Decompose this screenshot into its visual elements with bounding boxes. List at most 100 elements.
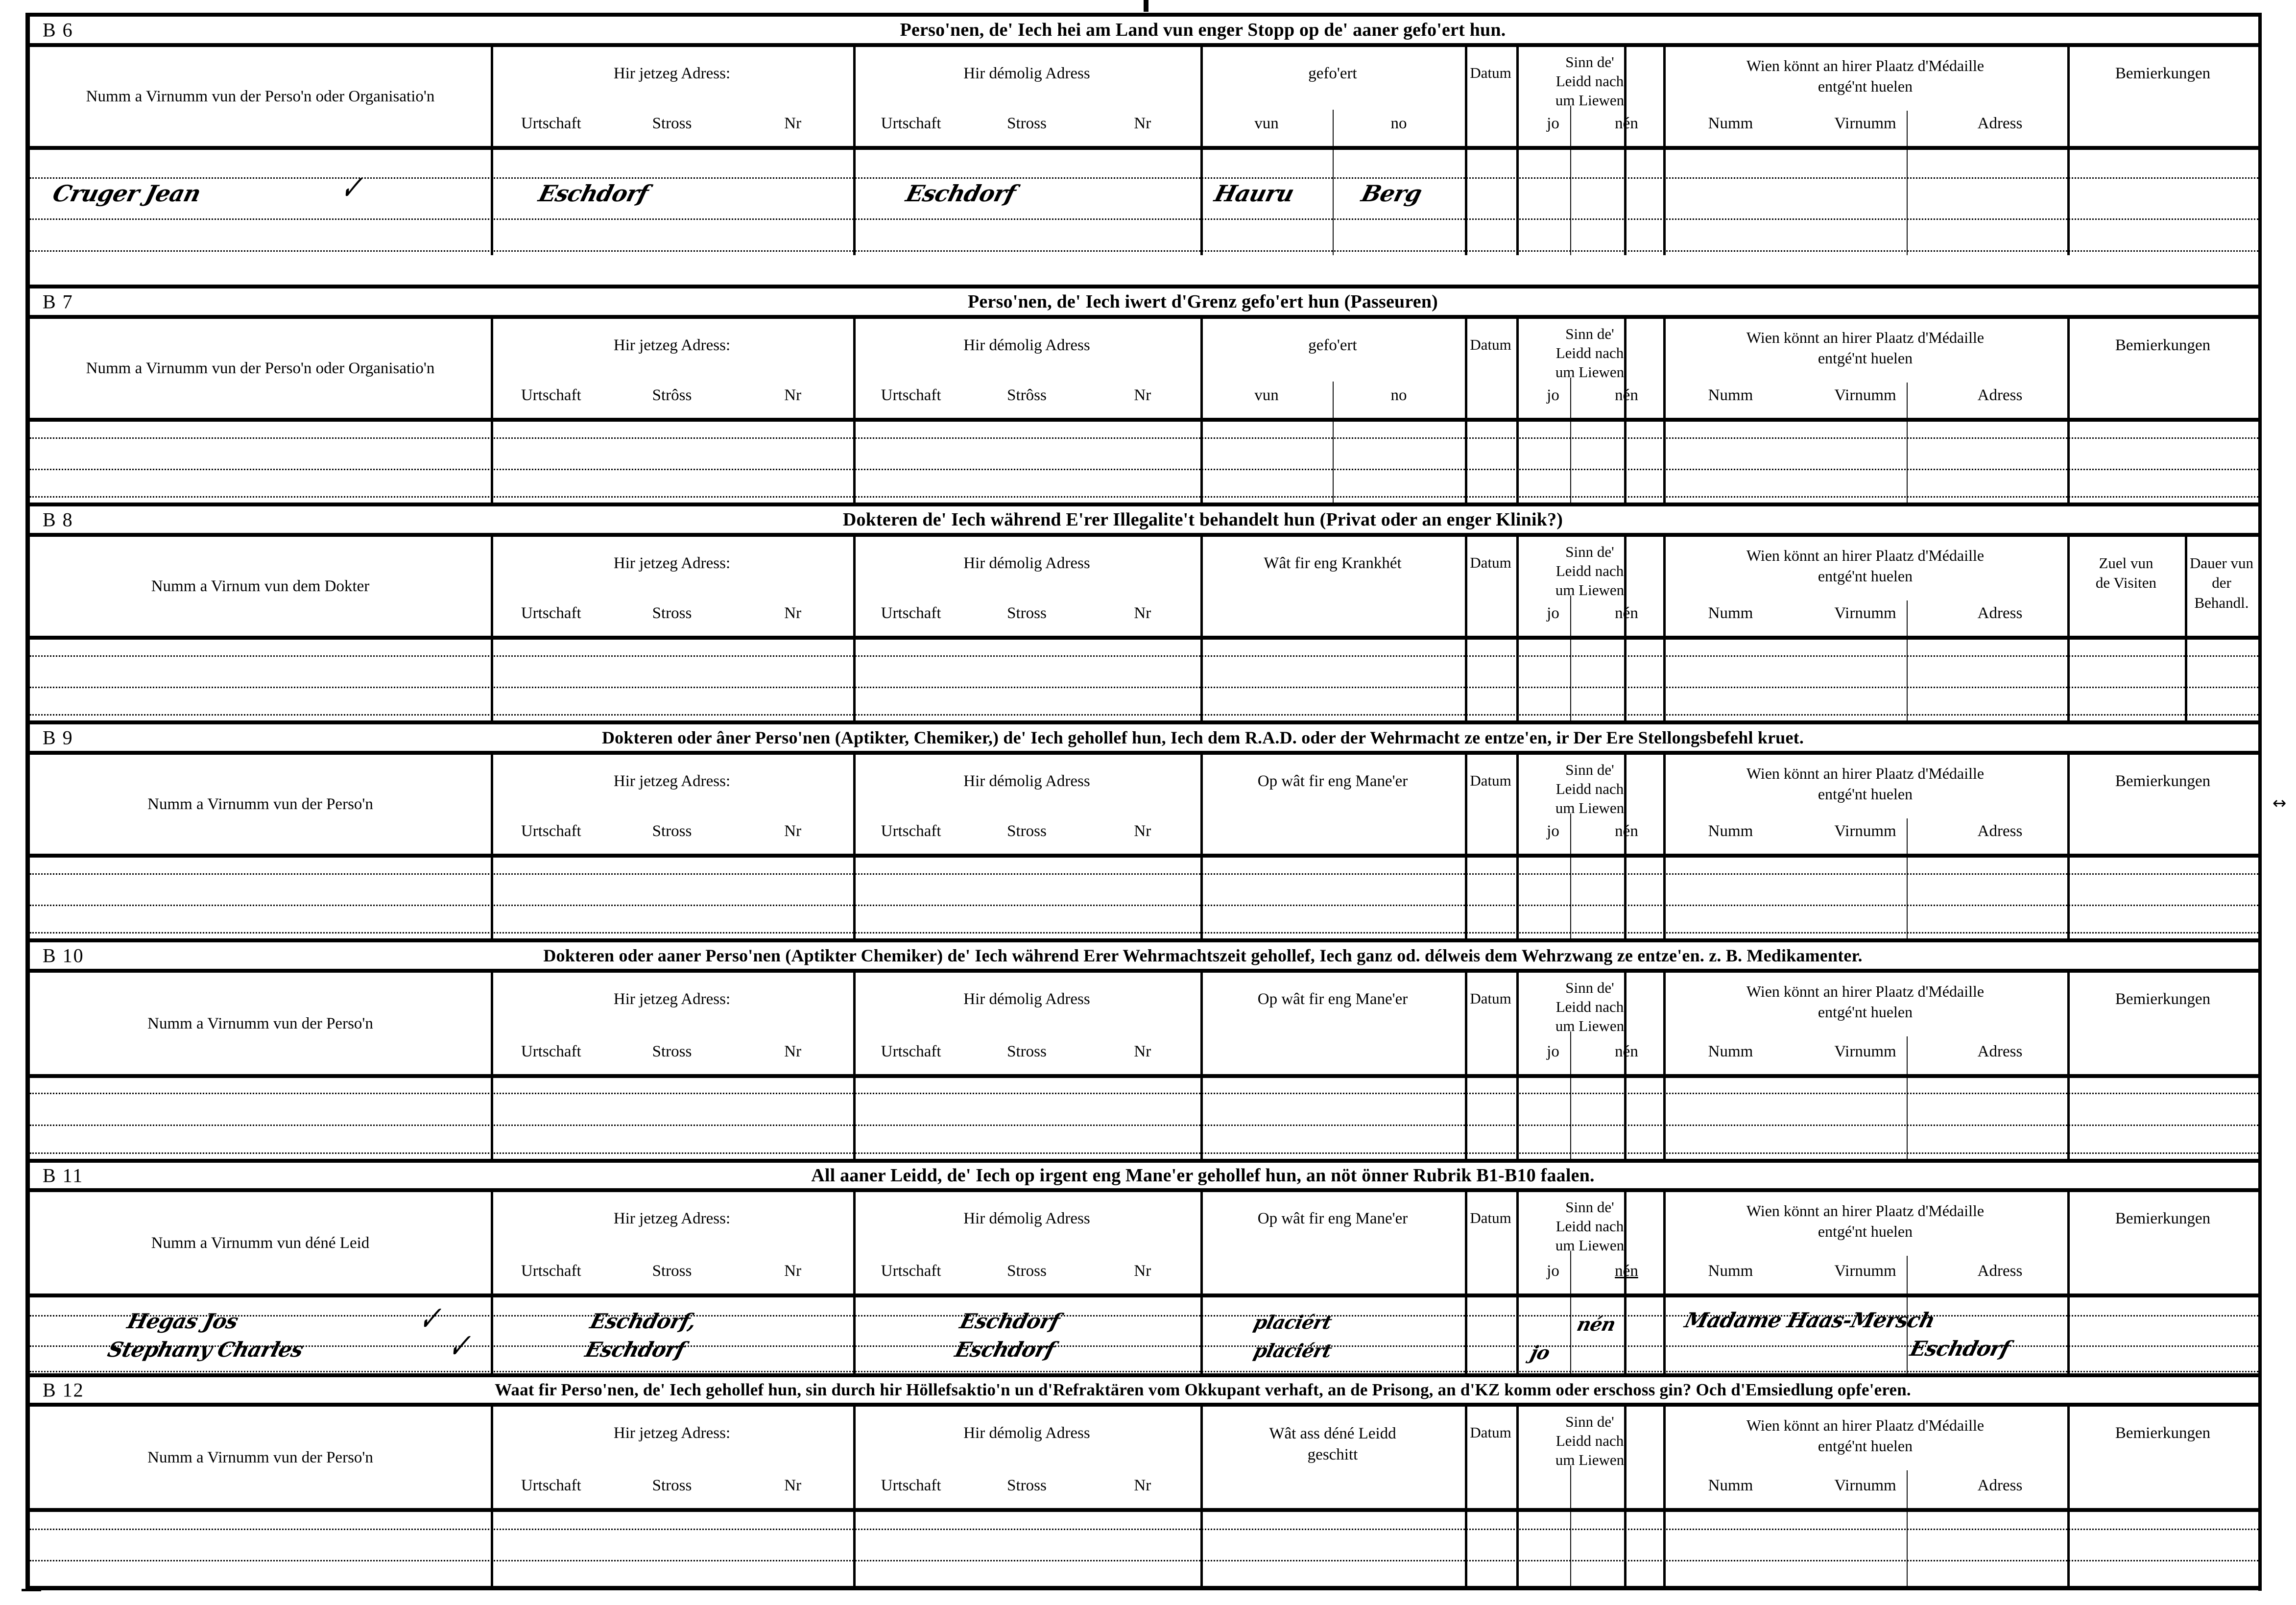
header-medaille-numm-b7: Numm [1708,386,1753,404]
header-medaille-virnumm-b8: Virnumm [1834,604,1896,622]
header-medaille-adress-b7: Adress [1977,386,2023,404]
header-dauer-l2: der Behandl. [2194,574,2249,611]
header-name-label-b10: Numm a Virnumm vun der Perso'n [147,1014,373,1032]
entry-name-b11-0: Hegas Jos [124,1309,240,1333]
header-stross2-b9: Stross [1007,822,1047,840]
header-datum-label: Datum [1470,64,1511,81]
column-header-b11: Numm a Virnumm vun déné Leid Hir jetzeg … [30,1192,2258,1297]
header-urtschaft-b9: Urtschaft [521,822,581,840]
header-urtschaft-b10: Urtschaft [521,1042,581,1060]
header-urtschaft2-b8: Urtschaft [881,604,941,622]
column-header-b6: Numm a Virnumm vun der Perso'n oder Orga… [30,47,2258,150]
header-sinn-l2-b10: Leidd nach [1555,998,1624,1015]
header-nr2-b7: Nr [1134,386,1151,404]
header-medaille-numm-b8: Numm [1708,604,1753,622]
header-nr-b10: Nr [784,1042,802,1060]
header-name-b10: Numm a Virnumm vun der Perso'n [30,973,491,1074]
header-sinn-nen: nén [1615,114,1638,132]
header-sinn-l1-b8: Sinn de' [1565,543,1614,560]
entry-addr-now-b6-0: Eschdorf [536,180,651,207]
entry-addr-now-b11-1: Eschdorf [582,1338,688,1362]
header-zuel-l2: de Visiten [2095,574,2157,592]
header-sinn-l2-b12: Leidd nach [1555,1432,1624,1449]
header-addr-then-label: Hir démolig Adress [963,65,1090,82]
header-nr2: Nr [1134,114,1151,132]
section-band-b10: B 10 Dokteren oder aaner Perso'nen (Apti… [30,938,2258,973]
header-addr-now-label-b8: Hir jetzeg Adress: [613,554,731,572]
header-sinn-l3: um Liewen [1555,91,1625,109]
header-sinn-b8: Sinn de' Leidd nach um Liewen jo nén [1516,537,1663,636]
header-stross-b9: Stross [652,822,692,840]
header-sinn-jo-b7: jo [1547,386,1559,404]
entry-name-b6-0: Cruger Jean [50,180,203,207]
section-band-b6: B 6 Perso'nen, de' Iech hei am Land vun … [30,13,2258,47]
column-header-b7: Numm a Virnumm vun der Perso'n oder Orga… [30,319,2258,422]
section-code-b10: B 10 [43,944,84,967]
header-name-label-b9: Numm a Virnumm vun der Perso'n [147,795,373,813]
header-bemierkungen-label: Bemierkungen [2115,65,2211,82]
header-nr2-b12: Nr [1134,1476,1151,1494]
header-medaille-numm-b9: Numm [1708,822,1753,840]
header-stross2-b8: Stross [1007,604,1047,622]
data-rows-b8 [30,640,2258,720]
entry-name-b11-1: Stephany Charles [105,1338,306,1362]
header-bemierkungen-b10: Bemierkungen [2067,973,2258,1074]
header-datum-b7: Datum [1465,319,1516,418]
header-sinn-l1: Sinn de' [1565,53,1614,71]
header-sinn-nen-b10: nén [1615,1042,1638,1060]
header-addr-now-b6: Hir jetzeg Adress: Urtschaft Stross Nr [491,47,853,146]
header-sinn-l2-b11: Leidd nach [1555,1217,1624,1235]
header-medaille-adress-b10: Adress [1977,1042,2023,1060]
entry-sinn-b11-0: nén [1575,1313,1618,1335]
header-dauer-l1: Dauer vun [2190,554,2253,572]
header-medaille-numm-b11: Numm [1708,1262,1753,1280]
header-urtschaft-b11: Urtschaft [521,1262,581,1280]
header-medaille-adress-b9: Adress [1977,822,2023,840]
header-sinn-l2-b7: Leidd nach [1555,344,1624,361]
data-rows-b12 [30,1512,2258,1590]
header-addr-then-label-b12: Hir démolig Adress [963,1424,1090,1442]
header-addr-now-label-b10: Hir jetzeg Adress: [613,990,731,1008]
section-band-b7: B 7 Perso'nen, de' Iech iwert d'Grenz ge… [30,285,2258,319]
header-sinn-l2: Leidd nach [1555,72,1624,90]
header-stross-b12: Stross [652,1476,692,1494]
form-sheet: B 6 Perso'nen, de' Iech hei am Land vun … [25,13,2262,1591]
header-name-b12: Numm a Virnumm vun der Perso'n [30,1407,491,1508]
header-sinn-b7: Sinn de' Leidd nach um Liewen jo nén [1516,319,1663,418]
section-code-b7: B 7 [43,290,73,313]
header-datum-label-b8: Datum [1470,554,1511,571]
data-rows-b9 [30,858,2258,938]
header-sinn-b6: Sinn de' Leidd nach um Liewen jo nén [1516,47,1663,146]
header-addr-then-b9: Hir démolig Adress Urtschaft Stross Nr [853,755,1200,854]
header-gefoert-label: gefo'ert [1308,65,1357,82]
header-urtschaft2-b9: Urtschaft [881,822,941,840]
column-header-b9: Numm a Virnumm vun der Perso'n Hir jetze… [30,755,2258,858]
header-bemierkungen-label-b7: Bemierkungen [2115,336,2211,354]
header-nr-b12: Nr [784,1476,802,1494]
header-nr-b8: Nr [784,604,802,622]
header-addr-now-b11: Hir jetzeg Adress: Urtschaft Stross Nr [491,1192,853,1294]
section-code-b9: B 9 [43,726,73,749]
header-medaille-b11: Wien könnt an hirer Plaatz d'Médaille en… [1663,1192,2067,1294]
header-stross-b7: Strôss [652,386,692,404]
header-sinn-l1-b11: Sinn de' [1565,1198,1614,1216]
header-sinn-jo-b11: jo [1547,1262,1559,1280]
header-sinn-jo-b9: jo [1547,822,1559,840]
header-nr2-b8: Nr [1134,604,1151,622]
header-medaille-adress-b11: Adress [1977,1262,2023,1280]
header-addr-then-b8: Hir démolig Adress Urtschaft Stross Nr [853,537,1200,636]
section-title-b9: Dokteren oder âner Perso'nen (Aptikter, … [601,728,1804,747]
header-datum-b10: Datum [1465,973,1516,1074]
entry-addr-then-b11-0: Eschdorf [957,1309,1062,1333]
header-sinn-nen-b8: nén [1615,604,1638,622]
header-datum-label-b12: Datum [1470,1424,1511,1441]
column-header-b12: Numm a Virnumm vun der Perso'n Hir jetze… [30,1407,2258,1512]
header-stross2: Stross [1007,114,1047,132]
data-rows-b11: Hegas Jos ✓ Eschdorf, Eschdorf placiért … [30,1297,2258,1373]
entry-check-b6-0: ✓ [336,168,371,208]
header-name-b9: Numm a Virnumm vun der Perso'n [30,755,491,854]
entry-gefoert-no-b6-0: Berg [1359,180,1425,207]
header-geschitt-b12: Wât ass déné Leidd geschitt [1200,1407,1465,1508]
section-band-b12: B 12 Waat fir Perso'nen, de' Iech geholl… [30,1373,2258,1407]
section-band-b8: B 8 Dokteren de' Iech während E'rer Ille… [30,503,2258,537]
